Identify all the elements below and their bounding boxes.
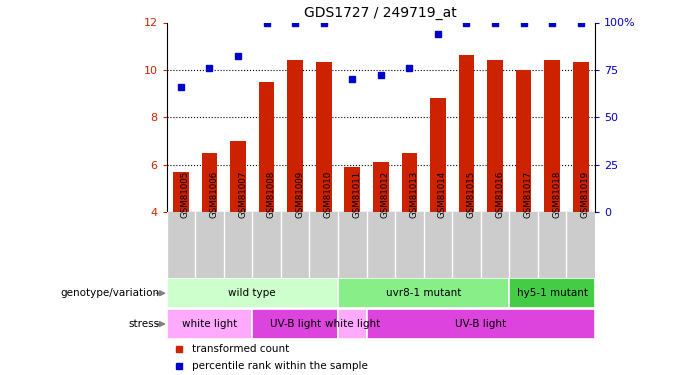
Text: GSM81007: GSM81007 [238,170,247,217]
Bar [344,167,360,212]
Text: percentile rank within the sample: percentile rank within the sample [192,362,368,372]
Bar [167,279,338,308]
Bar [230,141,246,212]
Text: UV-B light: UV-B light [455,319,507,329]
Text: wild type: wild type [228,288,276,298]
Bar [258,82,275,212]
Bar [515,70,532,212]
Bar [201,153,218,212]
Text: stress: stress [129,319,160,329]
Text: GSM81015: GSM81015 [466,170,475,217]
Bar [401,153,418,212]
Text: UV-B light: UV-B light [269,319,321,329]
Text: GSM81019: GSM81019 [581,170,590,217]
Text: GSM81008: GSM81008 [267,170,275,217]
Bar [316,62,332,212]
Text: GSM81011: GSM81011 [352,170,361,217]
Bar [367,309,595,339]
Bar [373,162,389,212]
Text: hy5-1 mutant: hy5-1 mutant [517,288,588,298]
Bar [338,279,509,308]
Text: GSM81009: GSM81009 [295,170,304,217]
Bar [573,62,589,212]
Text: GSM81016: GSM81016 [495,170,504,217]
Text: transformed count: transformed count [192,344,290,354]
Bar [487,60,503,212]
Bar [509,279,595,308]
Text: GSM81014: GSM81014 [438,170,447,217]
Bar [173,172,189,212]
Title: GDS1727 / 249719_at: GDS1727 / 249719_at [305,6,457,20]
Text: GSM81013: GSM81013 [409,170,418,217]
Text: GSM81017: GSM81017 [524,170,532,217]
Bar [287,60,303,212]
Text: GSM81010: GSM81010 [324,170,333,217]
Text: uvr8-1 mutant: uvr8-1 mutant [386,288,461,298]
Text: GSM81012: GSM81012 [381,170,390,217]
Bar [458,54,475,212]
Text: genotype/variation: genotype/variation [61,288,160,298]
Text: GSM81018: GSM81018 [552,170,561,217]
Text: GSM81005: GSM81005 [181,170,190,217]
Bar [167,309,252,339]
Bar [338,309,367,339]
Text: white light: white light [182,319,237,329]
Text: GSM81006: GSM81006 [209,170,218,217]
Bar [252,309,338,339]
Bar [544,60,560,212]
Text: white light: white light [324,319,380,329]
Bar [430,98,446,212]
